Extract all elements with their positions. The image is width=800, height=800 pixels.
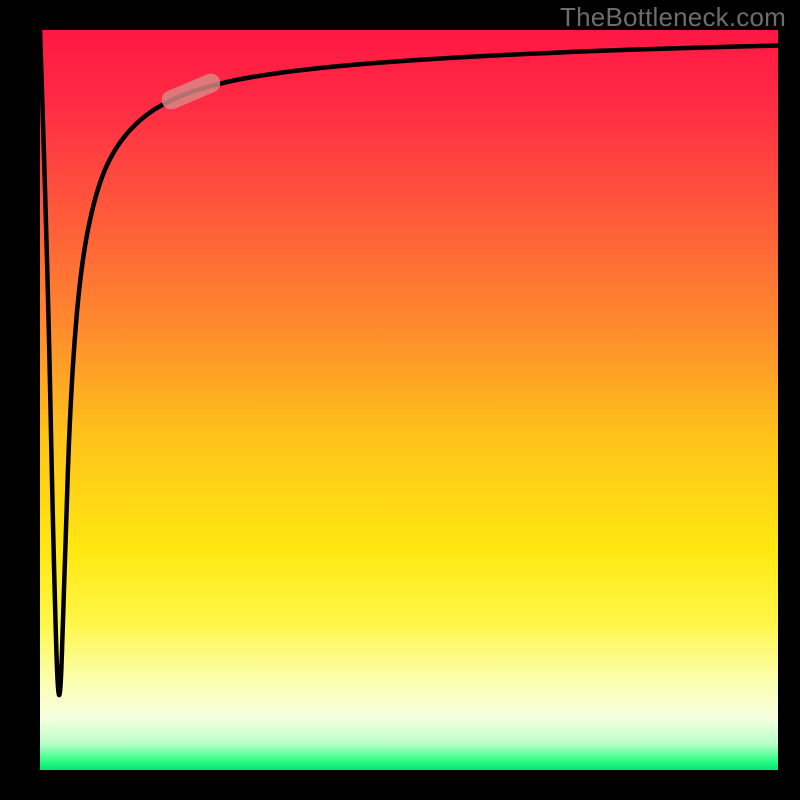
chart-curve-svg	[40, 30, 778, 770]
chart-plot-area	[40, 30, 778, 770]
chart-curve-path	[40, 30, 778, 695]
watermark-text: TheBottleneck.com	[560, 2, 786, 33]
